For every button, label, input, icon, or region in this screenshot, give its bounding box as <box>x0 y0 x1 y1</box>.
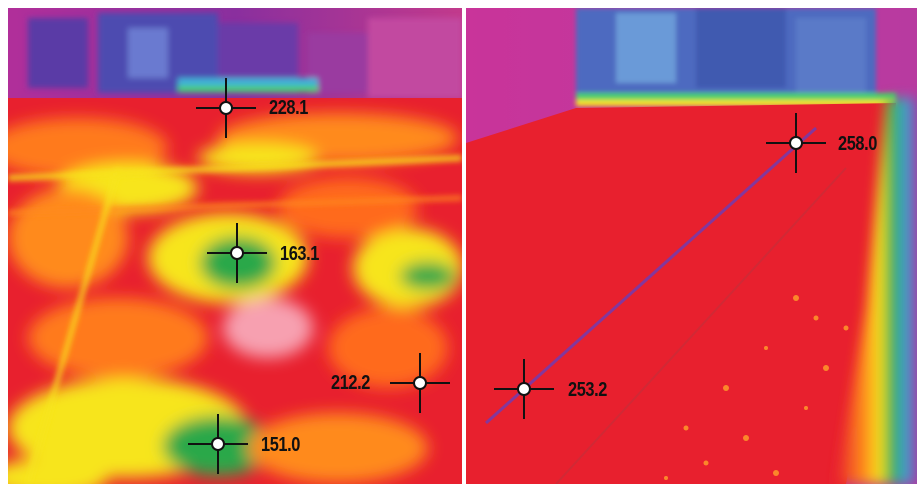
thermal-scene-right <box>466 8 917 484</box>
crosshair-marker-6 <box>494 359 554 419</box>
thermal-panel-left <box>8 8 462 484</box>
crosshair-marker-5 <box>766 113 826 173</box>
thermal-panel-right <box>466 8 917 484</box>
crosshair-ring <box>230 246 244 260</box>
temperature-readout-2: 163.1 <box>280 243 320 265</box>
temperature-readout-5: 258.0 <box>838 133 878 155</box>
crosshair-marker-3 <box>390 353 450 413</box>
temperature-readout-6: 253.2 <box>568 379 608 401</box>
crosshair-marker-4 <box>188 414 248 474</box>
temperature-readout-1: 228.1 <box>269 97 309 119</box>
temperature-readout-3: 212.2 <box>331 372 371 394</box>
crosshair-ring <box>413 376 427 390</box>
crosshair-marker-2 <box>207 223 267 283</box>
crosshair-ring <box>211 437 225 451</box>
crosshair-ring <box>517 382 531 396</box>
crosshair-marker-1 <box>196 78 256 138</box>
thermal-scene-left <box>8 8 462 484</box>
crosshair-ring <box>789 136 803 150</box>
crosshair-ring <box>219 101 233 115</box>
temperature-readout-4: 151.0 <box>261 434 301 456</box>
